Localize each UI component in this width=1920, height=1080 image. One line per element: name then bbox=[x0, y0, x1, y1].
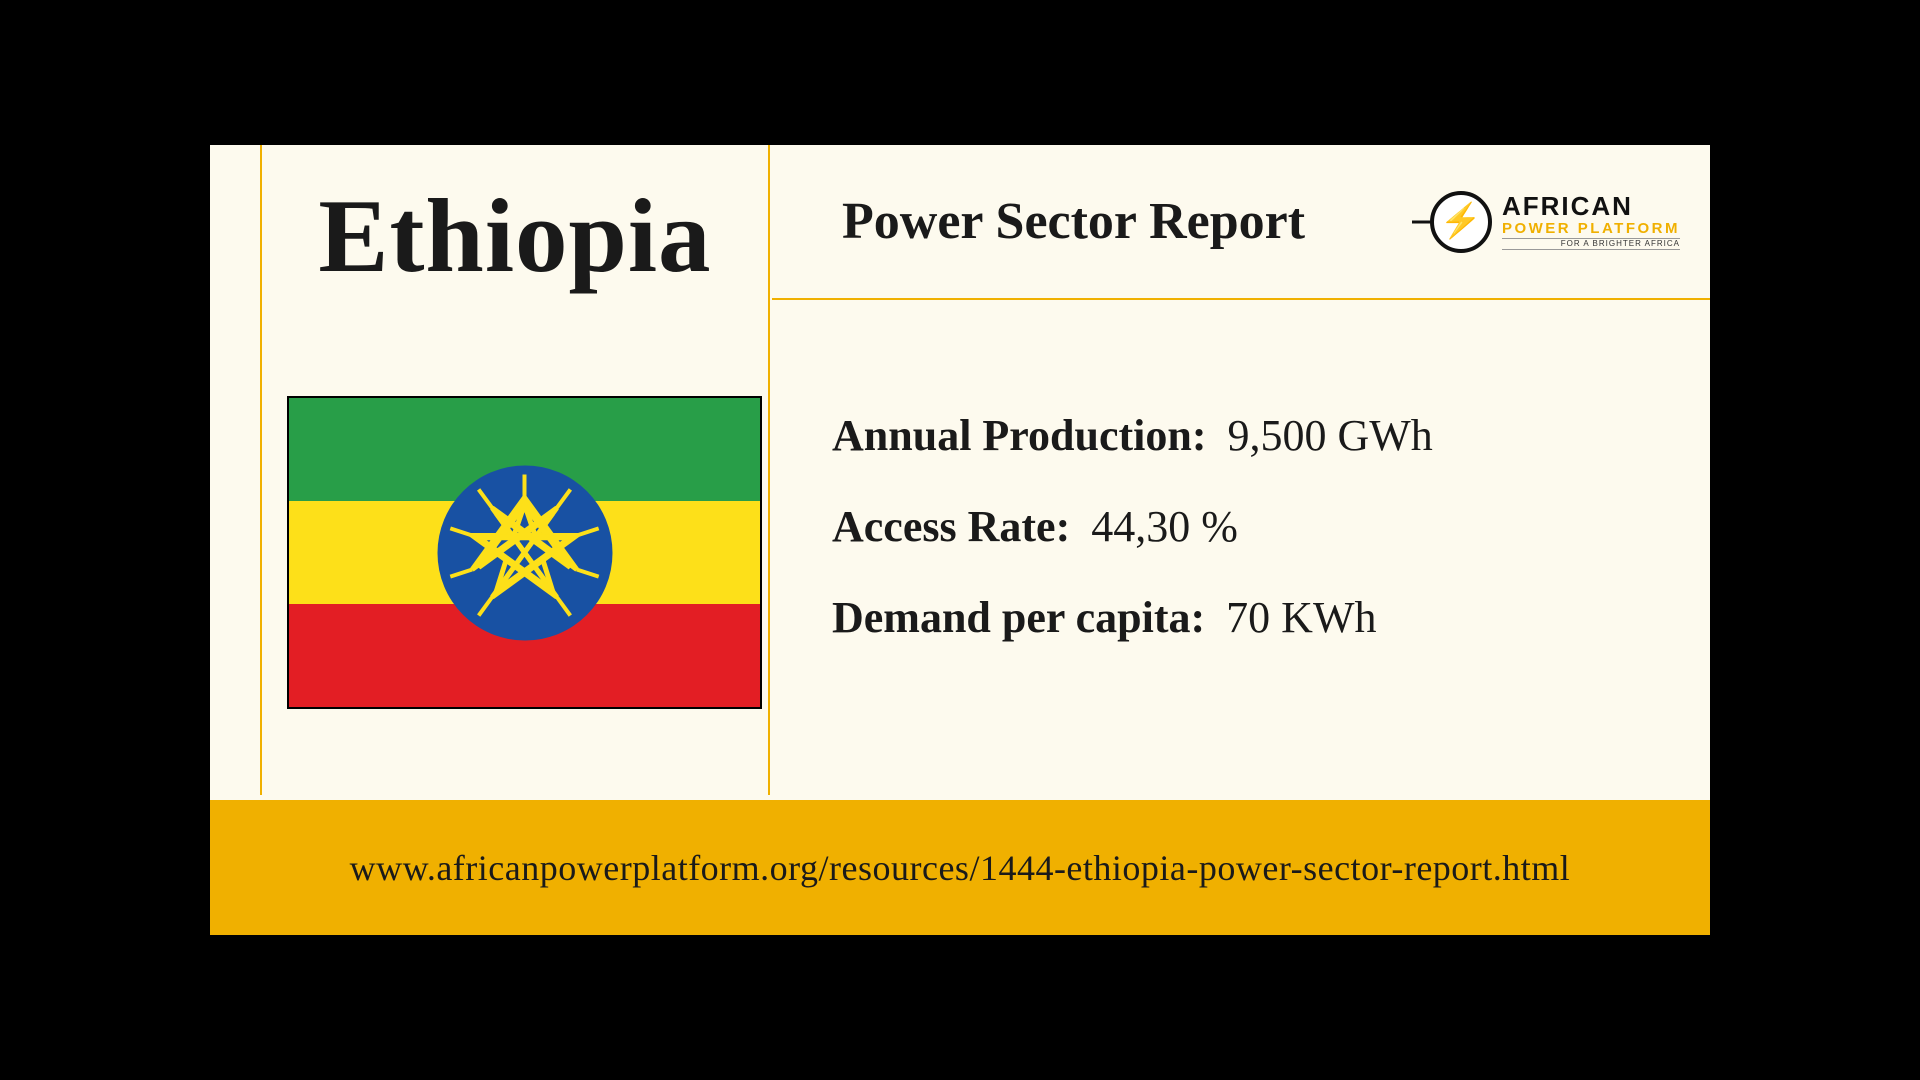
country-name: Ethiopia bbox=[302, 175, 728, 296]
report-title: Power Sector Report bbox=[842, 192, 1305, 251]
logo-line-1: AFRICAN bbox=[1502, 193, 1680, 219]
stats-block: Annual Production: 9,500 GWh Access Rate… bbox=[772, 300, 1710, 643]
stat-value: 9,500 GWh bbox=[1228, 411, 1433, 460]
flag-emblem-star-icon bbox=[445, 473, 605, 633]
stat-row-demand-per-capita: Demand per capita: 70 KWh bbox=[832, 592, 1670, 643]
flag-emblem-disc bbox=[437, 465, 612, 640]
header-row: Power Sector Report ⚡ AFRICAN POWER PLAT… bbox=[772, 145, 1710, 300]
stat-label: Demand per capita: bbox=[832, 593, 1205, 642]
stat-label: Annual Production: bbox=[832, 411, 1207, 460]
stat-row-access-rate: Access Rate: 44,30 % bbox=[832, 501, 1670, 552]
stat-label: Access Rate: bbox=[832, 502, 1070, 551]
ethiopia-flag bbox=[287, 396, 762, 709]
logo-text: AFRICAN POWER PLATFORM FOR A BRIGHTER AF… bbox=[1502, 193, 1680, 250]
footer-bar: www.africanpowerplatform.org/resources/1… bbox=[210, 800, 1710, 935]
right-column: Power Sector Report ⚡ AFRICAN POWER PLAT… bbox=[772, 145, 1710, 795]
logo-line-3: FOR A BRIGHTER AFRICA bbox=[1502, 238, 1680, 250]
left-column: Ethiopia bbox=[260, 145, 770, 795]
brand-logo: ⚡ AFRICAN POWER PLATFORM FOR A BRIGHTER … bbox=[1430, 191, 1680, 253]
report-card: Ethiopia bbox=[210, 145, 1710, 935]
stat-value: 44,30 % bbox=[1091, 502, 1238, 551]
stat-row-annual-production: Annual Production: 9,500 GWh bbox=[832, 410, 1670, 461]
footer-url: www.africanpowerplatform.org/resources/1… bbox=[350, 847, 1571, 889]
content-area: Ethiopia bbox=[210, 145, 1710, 795]
lightning-bolt-icon: ⚡ bbox=[1440, 205, 1482, 239]
logo-line-2: POWER PLATFORM bbox=[1502, 221, 1680, 236]
stat-value: 70 KWh bbox=[1226, 593, 1376, 642]
logo-mark-icon: ⚡ bbox=[1430, 191, 1492, 253]
